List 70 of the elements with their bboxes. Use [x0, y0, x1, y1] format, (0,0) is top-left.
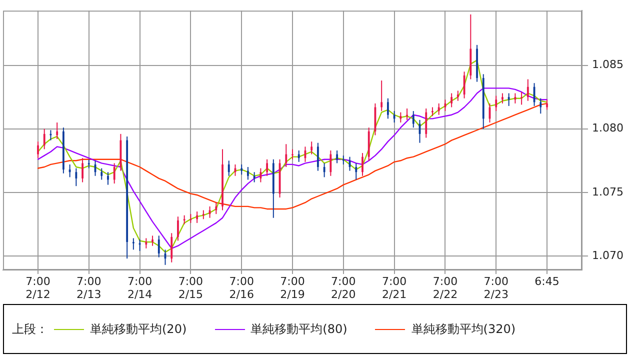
candlestick [43, 128, 46, 150]
candlestick [450, 92, 453, 108]
x-tick-label: 7:00 2/14 [127, 275, 152, 301]
x-tick-label: 6:45 [534, 275, 560, 288]
x-tick-label: 7:00 2/19 [280, 275, 305, 301]
candlestick [100, 168, 103, 180]
candlestick [502, 92, 504, 104]
candlestick [316, 142, 319, 172]
candlestick [68, 164, 71, 178]
candlestick [310, 141, 313, 155]
y-tick-label: 1.070 [592, 248, 624, 262]
candlestick [386, 98, 389, 120]
candlestick [177, 216, 179, 242]
candlestick [540, 98, 542, 114]
y-tick-label: 1.085 [592, 58, 624, 72]
candlestick [145, 238, 148, 249]
candlestick [152, 235, 154, 246]
candlestick [412, 110, 414, 128]
y-tick-label: 1.080 [592, 122, 624, 135]
candlestick [336, 150, 338, 164]
x-tick-label: 7:00 2/22 [432, 275, 458, 301]
candlestick [266, 158, 268, 176]
candlestick [292, 148, 294, 160]
candlestick [82, 158, 84, 183]
candlestick [285, 144, 288, 168]
candlestick [393, 110, 396, 123]
candlestick [37, 141, 39, 159]
legend-label: 単純移動平均(320) [411, 320, 516, 338]
candlestick [380, 80, 383, 112]
candlestick [215, 202, 218, 215]
candlestick [298, 150, 300, 162]
candlestick [400, 112, 402, 123]
candlestick [240, 164, 243, 176]
legend-label: 単純移動平均(20) [90, 320, 187, 338]
candlestick [456, 90, 459, 102]
candlestick [132, 238, 134, 250]
candlestick [107, 172, 109, 186]
candlestick [113, 162, 116, 184]
candlestick [260, 168, 262, 183]
candlestick [526, 78, 529, 102]
x-tick-label: 7:00 2/23 [484, 275, 508, 301]
x-tick-label: 7:00 2/13 [76, 275, 102, 301]
candlestick [355, 162, 358, 180]
candlestick [75, 168, 78, 187]
candlestick [508, 92, 510, 106]
x-tick-label: 7:00 2/16 [229, 275, 254, 301]
candlestick [520, 91, 523, 106]
legend-label: 単純移動平均(80) [250, 320, 348, 338]
candlestick [514, 92, 516, 104]
candlestick [362, 152, 364, 176]
candlestick [425, 108, 428, 138]
candlestick [330, 150, 332, 176]
candlestick [438, 102, 440, 116]
candlestick [196, 211, 198, 224]
candlestick [247, 166, 249, 180]
candlestick [158, 235, 160, 258]
x-tick-label: 7:00 2/12 [26, 275, 50, 301]
y-tick-label: 1.075 [592, 185, 624, 198]
candlestick [56, 122, 58, 140]
candlestick [546, 99, 548, 110]
candlestick [444, 99, 446, 112]
legend-title: 上段： [12, 320, 48, 338]
candlestick [228, 160, 230, 176]
candlestick [323, 162, 326, 178]
candlestick [170, 232, 173, 263]
candlestick [495, 95, 498, 112]
x-tick-label: 7:00 2/15 [178, 275, 204, 301]
x-tick-label: 7:00 2/21 [382, 275, 407, 301]
candlestick [253, 172, 256, 183]
x-tick-label: 7:00 2/20 [331, 275, 356, 301]
